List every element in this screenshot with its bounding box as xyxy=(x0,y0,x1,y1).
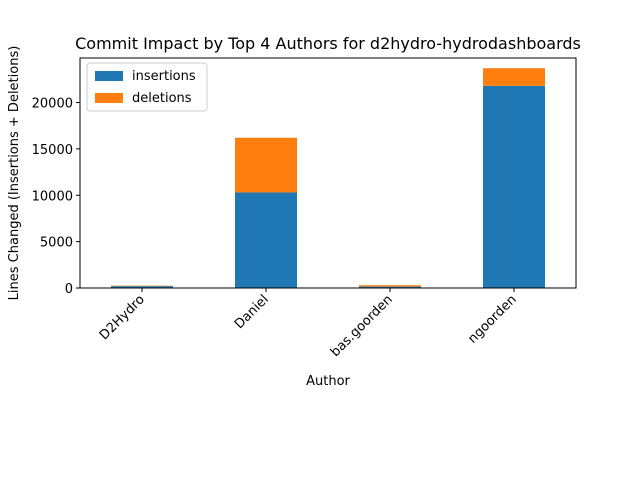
bar-insertions-3 xyxy=(483,85,545,289)
legend: insertions deletions xyxy=(86,62,208,112)
y-tick-label: 20000 xyxy=(32,97,73,112)
bars-group xyxy=(111,68,545,289)
legend-label-insertions: insertions xyxy=(132,69,196,84)
x-tick-label: Daniel xyxy=(232,292,272,332)
x-tick-label: bas.goorden xyxy=(328,292,396,360)
bar-deletions-3 xyxy=(483,68,545,86)
x-tick-label: D2Hydro xyxy=(97,292,148,343)
y-axis-label: Lines Changed (Insertions + Deletions) xyxy=(7,46,22,301)
legend-swatch-insertions xyxy=(95,71,123,81)
x-axis-label: Author xyxy=(306,374,350,389)
y-tick-label: 5000 xyxy=(40,236,73,251)
bar-insertions-0 xyxy=(111,286,173,288)
y-tick-label: 15000 xyxy=(32,143,73,158)
bar-deletions-1 xyxy=(235,137,297,193)
legend-swatch-deletions xyxy=(95,93,123,103)
y-axis: 0 5000 10000 15000 20000 xyxy=(32,97,80,297)
bar-deletions-2 xyxy=(359,285,421,287)
bar-insertions-2 xyxy=(359,286,421,288)
legend-label-deletions: deletions xyxy=(132,91,192,106)
plot-frame xyxy=(79,57,577,289)
x-axis: D2Hydro Daniel bas.goorden ngoorden xyxy=(97,288,520,360)
y-tick-label: 0 xyxy=(65,282,73,297)
chart-title: Commit Impact by Top 4 Authors for d2hyd… xyxy=(75,34,581,53)
bar-insertions-1 xyxy=(235,192,297,288)
x-tick-label: ngoorden xyxy=(465,292,519,346)
y-tick-label: 10000 xyxy=(32,189,73,204)
